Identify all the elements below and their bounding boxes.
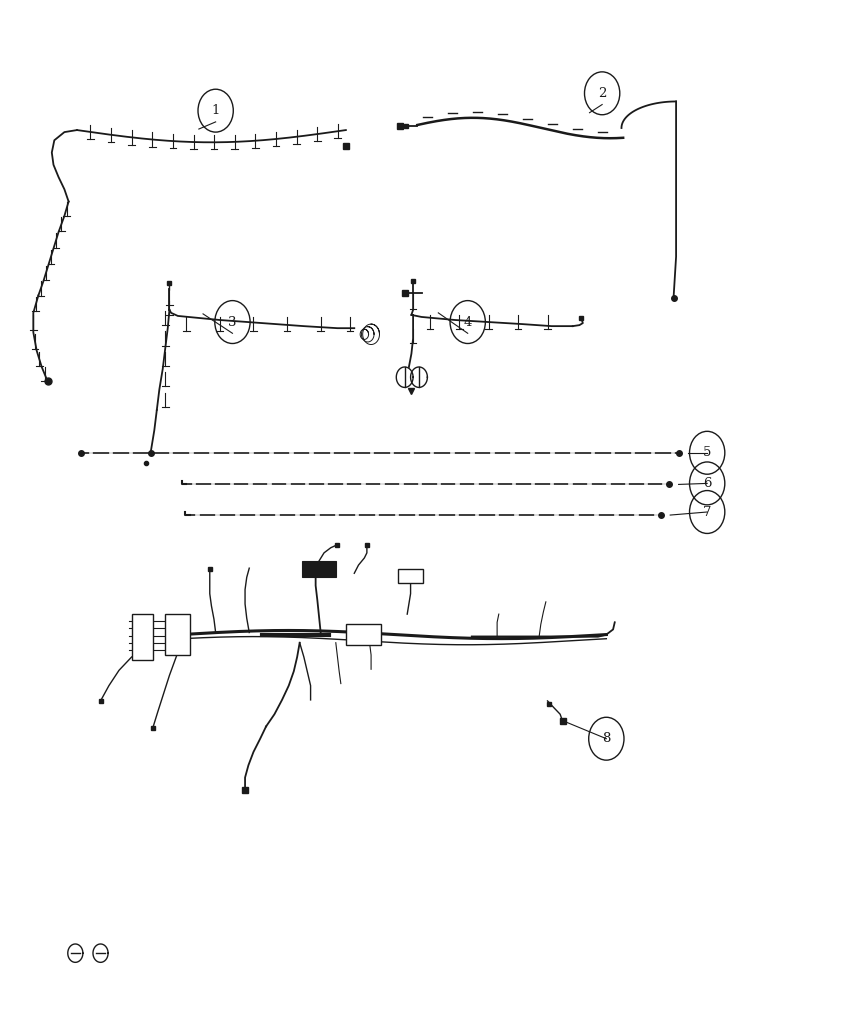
Text: 4: 4 bbox=[464, 315, 472, 329]
Bar bbox=[346, 625, 381, 645]
Text: 6: 6 bbox=[703, 477, 711, 489]
Text: 1: 1 bbox=[212, 104, 220, 117]
Text: 7: 7 bbox=[703, 506, 711, 518]
Text: 8: 8 bbox=[602, 732, 610, 745]
Bar bbox=[398, 569, 423, 584]
Bar bbox=[132, 614, 153, 660]
Text: 3: 3 bbox=[228, 315, 237, 329]
Text: 5: 5 bbox=[703, 446, 711, 460]
Bar bbox=[165, 614, 191, 655]
Text: 2: 2 bbox=[598, 87, 606, 99]
Bar bbox=[302, 561, 336, 578]
